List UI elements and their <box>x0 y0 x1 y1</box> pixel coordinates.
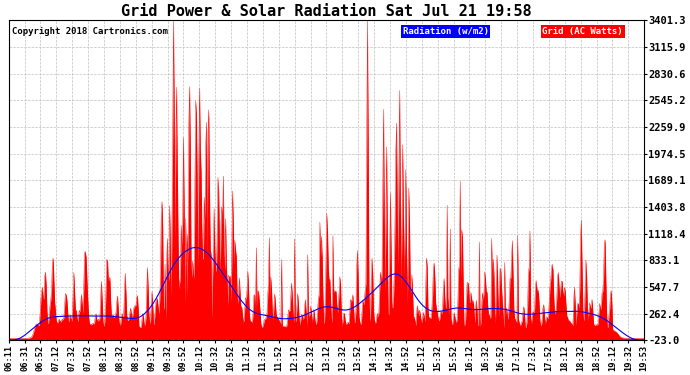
Text: Grid (AC Watts): Grid (AC Watts) <box>542 27 623 36</box>
Title: Grid Power & Solar Radiation Sat Jul 21 19:58: Grid Power & Solar Radiation Sat Jul 21 … <box>121 4 532 19</box>
Text: Copyright 2018 Cartronics.com: Copyright 2018 Cartronics.com <box>12 27 168 36</box>
Text: Radiation (w/m2): Radiation (w/m2) <box>403 27 489 36</box>
